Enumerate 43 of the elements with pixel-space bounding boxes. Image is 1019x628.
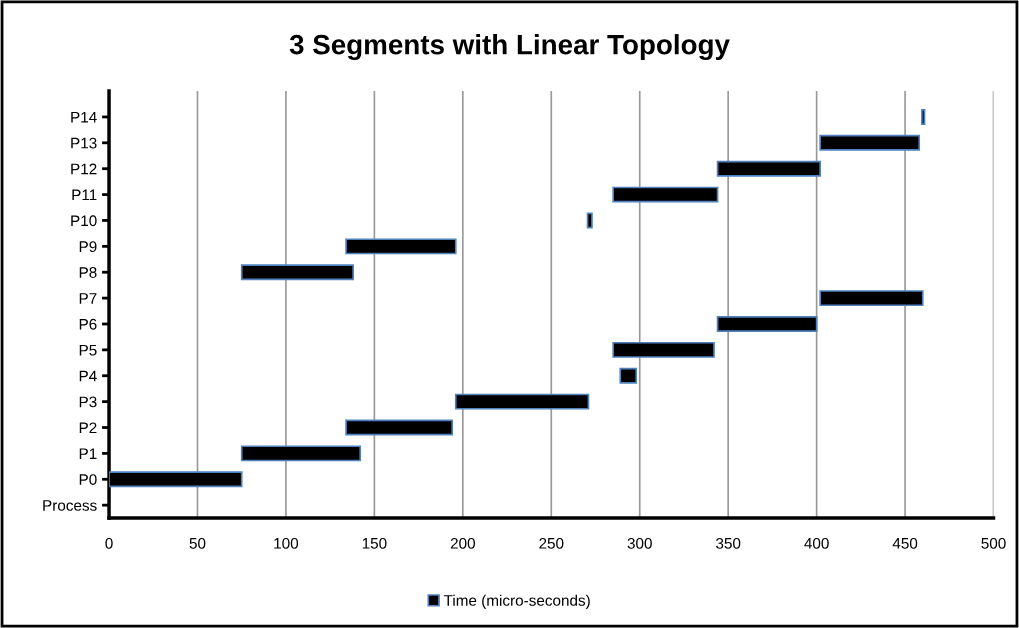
y-tick-label: P2 <box>79 422 97 434</box>
bar <box>716 316 818 332</box>
x-tick-label: 200 <box>450 537 475 549</box>
y-tick-label: P14 <box>71 111 97 123</box>
y-tick-label: P9 <box>79 241 97 253</box>
legend-label: Time (micro-seconds) <box>443 594 590 609</box>
y-tick-label: P6 <box>79 318 97 330</box>
y-tick-label: P1 <box>79 448 97 459</box>
x-tick-label: 0 <box>105 537 113 549</box>
bar <box>619 367 638 384</box>
bar <box>586 212 593 229</box>
bar <box>345 419 454 436</box>
y-tick-label: P3 <box>79 396 97 408</box>
bar <box>240 264 354 281</box>
x-tick-label: 250 <box>539 537 564 549</box>
y-tick-label: P7 <box>79 293 97 304</box>
y-tick-label: P5 <box>79 344 97 356</box>
bar <box>240 445 362 462</box>
chart-title: 3 Segments with Linear Topology <box>289 34 730 61</box>
bar <box>345 238 457 255</box>
x-tick-label: 100 <box>274 537 299 549</box>
x-tick-label: 150 <box>362 537 387 549</box>
x-tick-label: 300 <box>627 537 652 549</box>
y-tick-label: P12 <box>71 163 97 175</box>
y-tick-label: P10 <box>71 215 97 227</box>
bar <box>612 341 715 358</box>
x-tick-label: 400 <box>804 537 829 549</box>
x-tick-label: 500 <box>981 537 1006 549</box>
x-tick-label: 350 <box>716 537 741 549</box>
bar <box>819 290 924 307</box>
bar <box>454 393 590 410</box>
y-tick-label: Process <box>43 500 97 511</box>
x-tick-label: 50 <box>189 537 206 549</box>
y-tick-label: P4 <box>79 370 97 382</box>
y-tick-label: P13 <box>71 137 97 149</box>
y-tick-label: P0 <box>79 474 97 485</box>
bar <box>612 186 719 203</box>
bar <box>819 134 921 151</box>
y-tick-label: P11 <box>72 189 97 201</box>
bar <box>921 108 926 125</box>
y-tick-label: P8 <box>79 267 97 278</box>
bar <box>716 160 821 177</box>
x-tick-label: 450 <box>892 537 918 549</box>
